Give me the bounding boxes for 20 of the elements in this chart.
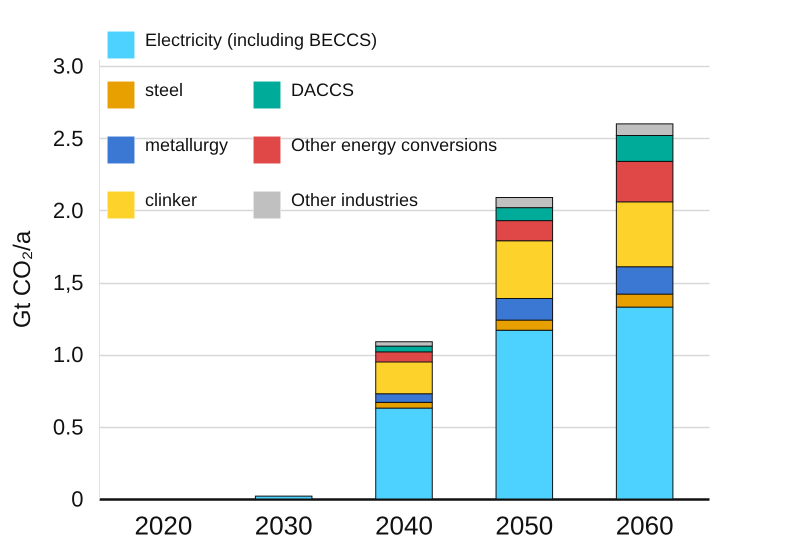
legend-label: DACCS [291, 80, 354, 100]
x-tick-label: 2020 [134, 510, 192, 540]
y-tick-label: 0.5 [52, 414, 84, 440]
y-tick-label: 3.0 [52, 54, 84, 79]
legend-label: metallurgy [145, 135, 228, 155]
y-tick-label: 0 [71, 486, 84, 512]
legend-label: Electricity (including BECCS) [145, 30, 378, 50]
y-axis-title: Gt CO₂/a [8, 230, 36, 328]
x-tick-label: 2060 [616, 510, 674, 540]
legend-label: Other industries [291, 190, 418, 210]
x-tick-label: 2050 [495, 510, 554, 540]
y-tick-label: 1.0 [52, 342, 84, 368]
y-tick-label: 1,5 [52, 270, 84, 296]
legend-label: clinker [145, 190, 198, 210]
y-tick-label: 2.0 [52, 198, 84, 223]
x-tick-label: 2040 [375, 510, 433, 540]
legend-label: Other energy conversions [291, 135, 498, 155]
y-tick-label: 2.5 [52, 126, 84, 151]
legend-label: steel [145, 80, 184, 100]
x-tick-label: 2030 [254, 510, 313, 540]
